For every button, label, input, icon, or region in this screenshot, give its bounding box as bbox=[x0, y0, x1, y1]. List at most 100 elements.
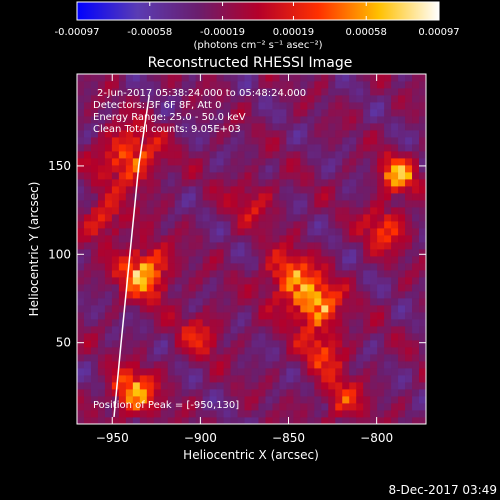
heatmap-cell bbox=[153, 284, 162, 292]
heatmap-cell bbox=[209, 382, 217, 390]
heatmap-cell bbox=[328, 270, 336, 278]
heatmap-cell bbox=[139, 144, 148, 152]
heatmap-cell bbox=[286, 340, 294, 348]
heatmap-cell bbox=[412, 158, 420, 166]
heatmap-cell bbox=[237, 193, 245, 201]
heatmap-cell bbox=[391, 165, 399, 173]
heatmap-cell bbox=[202, 151, 211, 159]
heatmap-cell bbox=[398, 305, 406, 313]
heatmap-cell bbox=[216, 333, 224, 341]
heatmap-cell bbox=[90, 151, 99, 159]
heatmap-cell bbox=[202, 179, 211, 187]
heatmap-cell bbox=[209, 116, 217, 124]
heatmap-cell bbox=[118, 81, 127, 89]
heatmap-cell bbox=[356, 403, 364, 411]
heatmap-cell bbox=[363, 214, 371, 222]
heatmap-cell bbox=[125, 312, 134, 320]
heatmap-cell bbox=[419, 361, 427, 369]
heatmap-cell bbox=[342, 354, 350, 362]
heatmap-cell bbox=[181, 277, 190, 285]
heatmap-cell bbox=[335, 298, 343, 306]
heatmap-cell bbox=[216, 410, 224, 418]
heatmap-cell bbox=[223, 214, 231, 222]
heatmap-cell bbox=[132, 109, 141, 117]
heatmap-cell bbox=[307, 340, 315, 348]
heatmap-cell bbox=[181, 284, 190, 292]
heatmap-cell bbox=[300, 123, 308, 131]
heatmap-cell bbox=[314, 403, 322, 411]
heatmap-cell bbox=[188, 228, 197, 236]
heatmap-cell bbox=[111, 102, 120, 110]
heatmap-cell bbox=[118, 249, 127, 257]
heatmap-cell bbox=[370, 333, 378, 341]
heatmap-cell bbox=[412, 123, 420, 131]
heatmap-cell bbox=[230, 312, 238, 320]
heatmap-cell bbox=[230, 95, 238, 103]
heatmap-cell bbox=[132, 277, 141, 285]
y-tick-label: 50 bbox=[56, 336, 71, 350]
heatmap-cell bbox=[146, 109, 155, 117]
heatmap-cell bbox=[188, 88, 197, 96]
heatmap-cell bbox=[300, 410, 308, 418]
heatmap-cell bbox=[223, 102, 231, 110]
heatmap-cell bbox=[391, 263, 399, 271]
heatmap-cell bbox=[244, 214, 252, 222]
heatmap-cell bbox=[90, 235, 99, 243]
heatmap-cell bbox=[251, 193, 259, 201]
heatmap-cell bbox=[244, 284, 252, 292]
heatmap-cell bbox=[258, 144, 266, 152]
heatmap-cell bbox=[132, 214, 141, 222]
heatmap-cell bbox=[216, 116, 224, 124]
heatmap-cell bbox=[167, 109, 176, 117]
heatmap-cell bbox=[132, 74, 141, 82]
heatmap-cell bbox=[83, 333, 92, 341]
heatmap-cell bbox=[377, 144, 385, 152]
heatmap-cell bbox=[398, 172, 406, 180]
heatmap-cell bbox=[363, 375, 371, 383]
heatmap-cell bbox=[419, 123, 427, 131]
heatmap-cell bbox=[195, 396, 204, 404]
heatmap-cell bbox=[370, 137, 378, 145]
heatmap-cell bbox=[90, 74, 99, 82]
heatmap-cell bbox=[398, 410, 406, 418]
heatmap-cell bbox=[335, 116, 343, 124]
heatmap-cell bbox=[419, 340, 427, 348]
heatmap-cell bbox=[251, 165, 259, 173]
heatmap-cell bbox=[363, 347, 371, 355]
colorbar-tick-label: -0.00097 bbox=[55, 27, 100, 38]
plot-frame bbox=[76, 73, 427, 425]
heatmap-cell bbox=[118, 144, 127, 152]
heatmap-cell bbox=[223, 375, 231, 383]
heatmap-cell bbox=[391, 193, 399, 201]
heatmap-cell bbox=[111, 207, 120, 215]
heatmap-cell bbox=[293, 130, 301, 138]
heatmap-cell bbox=[90, 88, 99, 96]
heatmap-cell bbox=[314, 242, 322, 250]
heatmap-cell bbox=[272, 214, 280, 222]
heatmap-cell bbox=[412, 81, 420, 89]
heatmap-cell bbox=[209, 74, 217, 82]
heatmap-cell bbox=[412, 389, 420, 397]
heatmap-cell bbox=[384, 228, 392, 236]
heatmap-cell bbox=[321, 186, 329, 194]
heatmap-cell bbox=[90, 242, 99, 250]
heatmap-cell bbox=[391, 375, 399, 383]
heatmap-cell bbox=[342, 298, 350, 306]
heatmap-cell bbox=[363, 158, 371, 166]
heatmap-cell bbox=[188, 102, 197, 110]
heatmap-cell bbox=[139, 151, 148, 159]
heatmap-cell bbox=[258, 277, 266, 285]
heatmap-cell bbox=[146, 368, 155, 376]
heatmap-cell bbox=[77, 95, 85, 103]
heatmap-cell bbox=[391, 172, 399, 180]
heatmap-cell bbox=[111, 144, 120, 152]
heatmap-cell bbox=[314, 410, 322, 418]
heatmap-cell bbox=[174, 228, 183, 236]
heatmap-cell bbox=[419, 221, 427, 229]
heatmap-cell bbox=[293, 312, 301, 320]
heatmap-cell bbox=[125, 144, 134, 152]
heatmap-cell bbox=[230, 221, 238, 229]
heatmap-cell bbox=[321, 228, 329, 236]
heatmap-cell bbox=[293, 102, 301, 110]
heatmap-cell bbox=[237, 207, 245, 215]
